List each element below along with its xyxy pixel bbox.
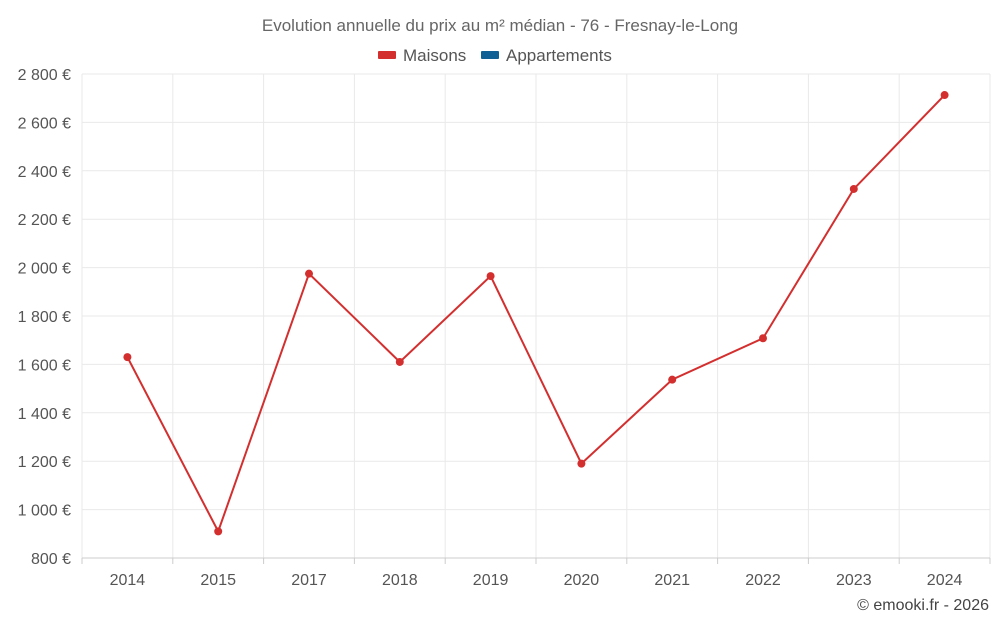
data-point-maisons[interactable] [577, 459, 586, 468]
legend-swatch-appartements [481, 51, 499, 59]
data-point-maisons[interactable] [940, 91, 949, 100]
data-point-maisons[interactable] [123, 353, 132, 362]
x-tick-label: 2014 [110, 572, 146, 589]
x-tick-label: 2020 [564, 572, 600, 589]
x-tick-label: 2023 [836, 572, 872, 589]
y-tick-label: 1 400 € [18, 406, 71, 423]
x-tick-label: 2017 [291, 572, 327, 589]
legend-swatch-maisons [378, 51, 396, 59]
x-tick-label: 2022 [745, 572, 781, 589]
x-tick-label: 2015 [200, 572, 236, 589]
data-point-maisons[interactable] [214, 527, 223, 536]
y-tick-label: 2 800 € [18, 67, 71, 84]
y-axis-tick-labels: 800 € 1 000 € 1 200 € 1 400 € 1 600 € 1 800 €… [18, 67, 71, 568]
grid [81, 73, 991, 558]
data-point-maisons[interactable] [486, 272, 495, 281]
data-point-maisons[interactable] [395, 357, 404, 366]
x-tick-label: 2018 [382, 572, 418, 589]
data-point-maisons[interactable] [305, 269, 313, 278]
x-tick-label: 2021 [654, 572, 690, 589]
data-point-maisons[interactable] [668, 375, 677, 384]
data-point-maisons[interactable] [849, 184, 858, 193]
x-tick-label: 2024 [927, 572, 963, 589]
y-tick-label: 800 € [31, 551, 71, 568]
series [123, 91, 949, 536]
axes [81, 557, 991, 564]
y-tick-label: 2 400 € [18, 164, 71, 181]
x-axis-tick-labels: 2014 2015 2017 2018 2019 2020 2021 2022 2023 2024 [110, 572, 963, 589]
legend-label-appartements: Appartements [506, 46, 612, 65]
data-point-maisons[interactable] [759, 334, 767, 343]
y-tick-label: 1 000 € [18, 503, 71, 520]
credit-text: © emooki.fr - 2026 [857, 597, 989, 614]
legend-label-maisons: Maisons [403, 46, 466, 65]
chart-title: Evolution annuelle du prix au m² médian … [262, 16, 738, 35]
x-tick-label: 2019 [473, 572, 509, 589]
y-tick-label: 2 000 € [18, 261, 71, 278]
y-tick-label: 2 600 € [18, 115, 71, 132]
y-tick-label: 1 600 € [18, 357, 71, 374]
y-tick-label: 1 200 € [18, 454, 71, 471]
y-tick-label: 2 200 € [18, 212, 71, 229]
legend-item-appartements[interactable]: Appartements [481, 46, 612, 65]
legend-item-maisons[interactable]: Maisons [378, 46, 466, 65]
series-line-maisons [126, 94, 946, 534]
y-tick-label: 1 800 € [18, 309, 71, 326]
legend: Maisons Appartements [378, 46, 612, 65]
